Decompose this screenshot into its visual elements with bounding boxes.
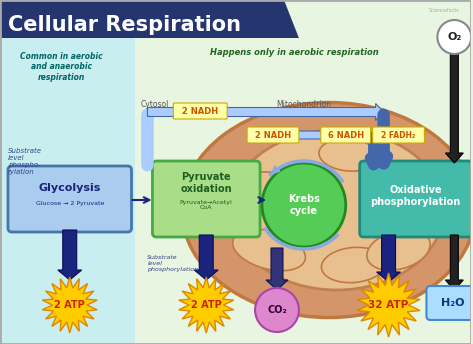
FancyBboxPatch shape (321, 127, 371, 143)
Ellipse shape (367, 230, 430, 270)
Text: O₂: O₂ (447, 32, 462, 42)
Text: Oxidative
phosphorylation: Oxidative phosphorylation (370, 185, 461, 207)
Polygon shape (446, 52, 464, 163)
Ellipse shape (233, 229, 306, 271)
Text: Common in aerobic
and anaerobic
respiration: Common in aerobic and anaerobic respirat… (20, 52, 103, 82)
Text: Cytosol: Cytosol (140, 100, 168, 109)
Circle shape (262, 163, 346, 247)
Bar (0, 0, 134, 344)
Ellipse shape (230, 130, 444, 290)
FancyBboxPatch shape (247, 127, 299, 143)
Polygon shape (58, 230, 82, 280)
Text: Mitochondrion: Mitochondrion (276, 100, 332, 109)
Circle shape (438, 20, 471, 54)
Text: 2 NADH: 2 NADH (255, 130, 291, 140)
Text: Glycolysis: Glycolysis (39, 183, 101, 193)
Text: Happens only in aerobic respiration: Happens only in aerobic respiration (210, 48, 378, 57)
Polygon shape (446, 235, 464, 290)
Text: Substrate
level
phospho-
rylation: Substrate level phospho- rylation (8, 148, 42, 175)
Polygon shape (249, 127, 374, 143)
Polygon shape (179, 277, 234, 333)
Text: 2 ATP: 2 ATP (54, 300, 85, 310)
Ellipse shape (319, 139, 378, 171)
Ellipse shape (385, 173, 442, 217)
Text: CO₂: CO₂ (267, 305, 287, 315)
Ellipse shape (220, 172, 288, 218)
Polygon shape (42, 277, 97, 333)
Text: Pyruvate
oxidation: Pyruvate oxidation (180, 172, 232, 194)
Polygon shape (194, 235, 218, 280)
Circle shape (255, 288, 299, 332)
Text: 2 ATP: 2 ATP (191, 300, 222, 310)
Polygon shape (377, 235, 401, 282)
FancyBboxPatch shape (8, 166, 131, 232)
FancyBboxPatch shape (359, 161, 472, 237)
Text: Sciencefacts: Sciencefacts (429, 8, 459, 13)
FancyBboxPatch shape (427, 286, 473, 320)
Ellipse shape (182, 103, 473, 318)
Text: Pyruvate→Acetyl
CoA: Pyruvate→Acetyl CoA (180, 200, 233, 211)
FancyBboxPatch shape (174, 103, 227, 119)
Text: 6 NADH: 6 NADH (328, 130, 364, 140)
Text: Glucose → 2 Pyruvate: Glucose → 2 Pyruvate (35, 201, 104, 205)
Text: 32 ATP: 32 ATP (368, 300, 409, 310)
Text: H₂O: H₂O (440, 298, 464, 308)
Text: Substrate
level
phosphorylation: Substrate level phosphorylation (148, 255, 199, 272)
Polygon shape (266, 248, 288, 290)
Polygon shape (357, 273, 420, 337)
Polygon shape (148, 104, 384, 120)
Text: Cellular Respiration: Cellular Respiration (8, 15, 241, 35)
Ellipse shape (322, 247, 386, 283)
Bar (134, 0, 471, 344)
Text: Krebs
cycle: Krebs cycle (288, 194, 320, 216)
Polygon shape (0, 0, 299, 38)
Text: 2 FADH₂: 2 FADH₂ (381, 130, 416, 140)
FancyBboxPatch shape (152, 161, 260, 237)
FancyBboxPatch shape (373, 127, 424, 143)
Text: 2 NADH: 2 NADH (182, 107, 219, 116)
